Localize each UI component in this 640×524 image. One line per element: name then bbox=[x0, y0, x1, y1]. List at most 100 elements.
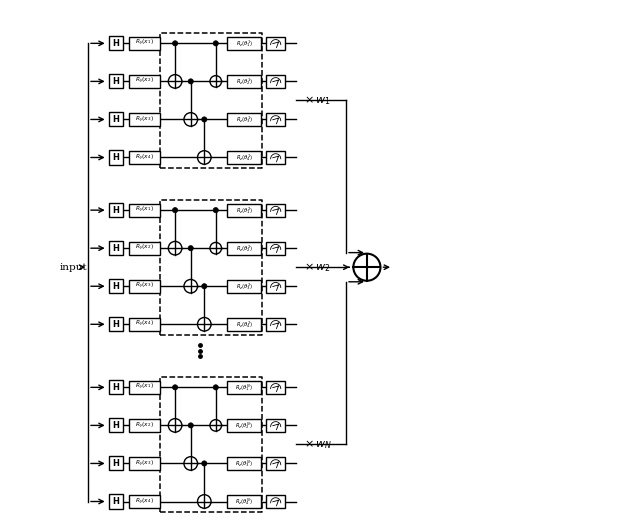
Bar bbox=[129, 318, 160, 331]
Bar bbox=[266, 75, 285, 88]
Bar bbox=[129, 242, 160, 255]
Bar bbox=[227, 419, 261, 432]
Circle shape bbox=[188, 79, 193, 84]
Text: H: H bbox=[112, 153, 119, 162]
Circle shape bbox=[184, 457, 198, 470]
Text: $R_z(\theta_3^1)$: $R_z(\theta_3^1)$ bbox=[236, 114, 253, 125]
Circle shape bbox=[188, 423, 193, 428]
Bar bbox=[129, 495, 160, 508]
Bar bbox=[109, 418, 123, 432]
Bar bbox=[109, 380, 123, 395]
Text: $R_y(x_2)$: $R_y(x_2)$ bbox=[135, 243, 154, 253]
Bar bbox=[266, 151, 285, 164]
Text: $R_z(\theta_1^N)$: $R_z(\theta_1^N)$ bbox=[236, 382, 253, 393]
Bar bbox=[109, 74, 123, 89]
Bar bbox=[109, 203, 123, 217]
Bar bbox=[129, 113, 160, 126]
Bar bbox=[129, 151, 160, 164]
Text: $R_y(x_2)$: $R_y(x_2)$ bbox=[135, 77, 154, 86]
Bar bbox=[129, 75, 160, 88]
Bar bbox=[266, 113, 285, 126]
Circle shape bbox=[353, 254, 380, 281]
Circle shape bbox=[210, 420, 221, 431]
Bar bbox=[109, 317, 123, 331]
Text: $R_y(x_1)$: $R_y(x_1)$ bbox=[135, 205, 154, 215]
Text: $R_y(x_3)$: $R_y(x_3)$ bbox=[135, 114, 154, 125]
Bar bbox=[266, 37, 285, 50]
Circle shape bbox=[210, 75, 221, 87]
Circle shape bbox=[168, 242, 182, 255]
Bar bbox=[129, 37, 160, 50]
Circle shape bbox=[198, 495, 211, 508]
Bar bbox=[227, 242, 261, 255]
Bar bbox=[227, 318, 261, 331]
Text: $R_y(x_4)$: $R_y(x_4)$ bbox=[135, 319, 154, 330]
Text: $R_y(x_4)$: $R_y(x_4)$ bbox=[135, 152, 154, 162]
Text: $R_y(x_2)$: $R_y(x_2)$ bbox=[135, 420, 154, 431]
Text: H: H bbox=[112, 320, 119, 329]
Text: input: input bbox=[60, 263, 87, 272]
Text: $R_y(x_1)$: $R_y(x_1)$ bbox=[135, 38, 154, 48]
Text: H: H bbox=[112, 383, 119, 392]
Bar bbox=[129, 381, 160, 394]
Bar bbox=[109, 150, 123, 165]
Circle shape bbox=[213, 208, 218, 213]
Bar bbox=[227, 457, 261, 470]
Text: $R_z(\theta_1^1)$: $R_z(\theta_1^1)$ bbox=[236, 38, 253, 49]
Text: $R_z(\theta_3^2)$: $R_z(\theta_3^2)$ bbox=[236, 281, 253, 292]
Text: H: H bbox=[112, 421, 119, 430]
Text: $R_y(x_3)$: $R_y(x_3)$ bbox=[135, 458, 154, 468]
Bar bbox=[266, 242, 285, 255]
Circle shape bbox=[173, 385, 178, 390]
Circle shape bbox=[210, 243, 221, 254]
Circle shape bbox=[188, 246, 193, 251]
Bar bbox=[129, 457, 160, 470]
Circle shape bbox=[173, 208, 178, 213]
Bar bbox=[227, 280, 261, 293]
Text: $R_z(\theta_1^2)$: $R_z(\theta_1^2)$ bbox=[236, 205, 253, 215]
Bar bbox=[227, 113, 261, 126]
Text: $R_z(\theta_2^1)$: $R_z(\theta_2^1)$ bbox=[236, 76, 253, 87]
Bar bbox=[109, 241, 123, 255]
Text: $R_z(\theta_3^N)$: $R_z(\theta_3^N)$ bbox=[236, 458, 253, 469]
Bar bbox=[266, 457, 285, 470]
Bar bbox=[109, 36, 123, 50]
Text: $\times\,w_2$: $\times\,w_2$ bbox=[305, 261, 331, 274]
Bar bbox=[227, 75, 261, 88]
Bar bbox=[266, 204, 285, 216]
Text: $R_z(\theta_2^N)$: $R_z(\theta_2^N)$ bbox=[236, 420, 253, 431]
Text: H: H bbox=[112, 459, 119, 468]
Text: $R_z(\theta_2^2)$: $R_z(\theta_2^2)$ bbox=[236, 243, 253, 254]
Text: H: H bbox=[112, 282, 119, 291]
Bar bbox=[109, 113, 123, 126]
Bar bbox=[109, 279, 123, 293]
Circle shape bbox=[198, 151, 211, 164]
Text: H: H bbox=[112, 497, 119, 506]
Text: $R_z(\theta_4^2)$: $R_z(\theta_4^2)$ bbox=[236, 319, 253, 330]
Circle shape bbox=[198, 318, 211, 331]
Text: H: H bbox=[112, 77, 119, 86]
Bar bbox=[109, 456, 123, 471]
Circle shape bbox=[213, 385, 218, 390]
Bar bbox=[266, 280, 285, 293]
Text: $\times\,w_1$: $\times\,w_1$ bbox=[305, 94, 331, 107]
Text: H: H bbox=[112, 205, 119, 215]
Circle shape bbox=[168, 419, 182, 432]
Text: $R_y(x_3)$: $R_y(x_3)$ bbox=[135, 281, 154, 291]
Bar bbox=[129, 280, 160, 293]
Bar bbox=[227, 151, 261, 164]
Text: $R_z(\theta_4^N)$: $R_z(\theta_4^N)$ bbox=[236, 496, 253, 507]
Bar bbox=[266, 318, 285, 331]
Bar bbox=[129, 204, 160, 216]
Bar bbox=[266, 495, 285, 508]
Circle shape bbox=[202, 461, 207, 466]
Text: H: H bbox=[112, 115, 119, 124]
Bar bbox=[227, 204, 261, 216]
Circle shape bbox=[173, 41, 178, 46]
Text: $R_y(x_4)$: $R_y(x_4)$ bbox=[135, 496, 154, 507]
Bar bbox=[266, 381, 285, 394]
Text: $R_z(\theta_4^1)$: $R_z(\theta_4^1)$ bbox=[236, 152, 253, 163]
Circle shape bbox=[168, 74, 182, 88]
Bar bbox=[109, 495, 123, 508]
Circle shape bbox=[202, 283, 207, 289]
